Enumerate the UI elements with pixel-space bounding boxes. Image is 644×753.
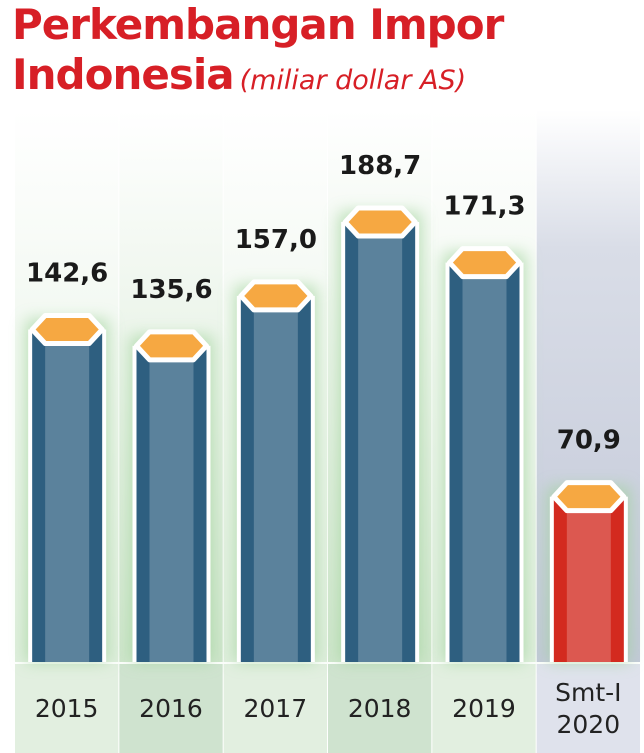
bar-body xyxy=(449,262,520,662)
label-background xyxy=(536,664,640,753)
bar-cap xyxy=(342,205,418,239)
x-tick-label: 2018 xyxy=(347,693,412,723)
bar xyxy=(339,205,422,662)
bar-face xyxy=(45,329,90,662)
chart-subtitle: (miliar dollar AS) xyxy=(239,65,467,96)
bar-body xyxy=(240,295,311,662)
bar-body xyxy=(32,329,103,662)
x-tick-label: 2016 xyxy=(139,693,203,723)
bar-cap xyxy=(29,312,105,346)
label-background xyxy=(119,664,223,753)
x-tick-label: 2017 xyxy=(243,693,308,723)
value-label: 171,3 xyxy=(443,192,525,222)
chart-title: Perkembangan Impor Indonesia xyxy=(12,0,504,99)
value-label: 188,7 xyxy=(339,151,421,181)
bar-cap xyxy=(134,329,209,363)
x-tick-label: 2015 xyxy=(34,693,99,723)
bar xyxy=(130,329,213,662)
bar-cap xyxy=(447,246,522,280)
bar-body xyxy=(553,496,624,662)
bar xyxy=(443,246,526,663)
label-background xyxy=(328,664,432,753)
label-background xyxy=(432,664,536,753)
bar-face xyxy=(253,295,298,662)
bar-cap xyxy=(551,480,627,514)
bar xyxy=(234,279,317,662)
bar-body xyxy=(345,222,416,662)
value-label: 157,0 xyxy=(235,225,317,255)
x-tick-label: Smt-I 2020 xyxy=(555,677,622,739)
bar-body xyxy=(136,345,207,662)
bar-face xyxy=(358,222,403,662)
bar xyxy=(547,480,630,662)
bar-face xyxy=(149,345,194,662)
value-label: 135,6 xyxy=(130,275,212,305)
value-label: 70,9 xyxy=(557,426,621,456)
label-background xyxy=(15,664,119,753)
bar-face xyxy=(462,262,507,662)
header: Perkembangan Impor Indonesia (miliar doll… xyxy=(12,0,572,106)
value-label: 142,6 xyxy=(26,258,108,288)
bar-face xyxy=(566,496,611,662)
x-tick-label: 2019 xyxy=(452,693,516,723)
bar-cap xyxy=(238,279,314,313)
label-background xyxy=(223,664,327,753)
bar xyxy=(26,312,109,662)
